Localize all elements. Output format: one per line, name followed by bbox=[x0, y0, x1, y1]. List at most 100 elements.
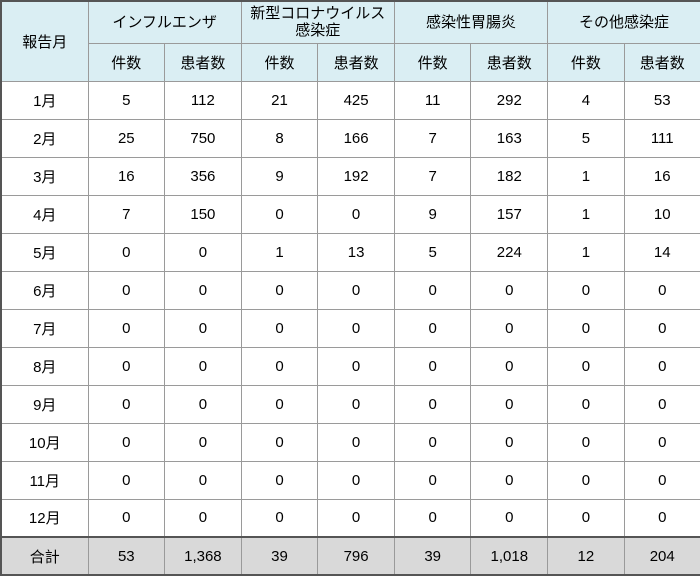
value-cell: 0 bbox=[393, 498, 472, 538]
value-cell: 112 bbox=[164, 80, 242, 120]
value-cell: 0 bbox=[547, 308, 625, 348]
subheader: 件数 bbox=[240, 42, 319, 82]
value-cell: 5 bbox=[547, 118, 625, 158]
value-cell: 0 bbox=[164, 232, 242, 272]
value-cell: 0 bbox=[393, 460, 472, 500]
value-cell: 0 bbox=[623, 384, 700, 424]
value-cell: 53 bbox=[87, 536, 166, 576]
subheader: 患者数 bbox=[623, 42, 700, 82]
value-cell: 0 bbox=[87, 308, 166, 348]
month-cell: 11月 bbox=[0, 460, 89, 500]
value-cell: 356 bbox=[164, 156, 242, 196]
group-header: 新型コロナウイルス 感染症 bbox=[240, 0, 395, 44]
value-cell: 0 bbox=[87, 346, 166, 386]
data-row: 11月 0 0 0 0 0 0 0 0 bbox=[0, 460, 700, 500]
value-cell: 0 bbox=[164, 384, 242, 424]
value-cell: 150 bbox=[164, 194, 242, 234]
value-cell: 192 bbox=[317, 156, 395, 196]
value-cell: 0 bbox=[317, 346, 395, 386]
data-row: 7月 0 0 0 0 0 0 0 0 bbox=[0, 308, 700, 348]
subheader-row: 件数 患者数 件数 患者数 件数 患者数 件数 患者数 bbox=[1, 42, 700, 82]
value-cell: 1 bbox=[547, 156, 625, 196]
data-row: 2月 25 750 8 166 7 163 5 111 bbox=[0, 118, 700, 158]
value-cell: 25 bbox=[87, 118, 166, 158]
value-cell: 292 bbox=[470, 80, 549, 120]
value-cell: 0 bbox=[470, 308, 549, 348]
data-row: 1月 5 112 21 425 11 292 4 53 bbox=[0, 80, 700, 120]
value-cell: 224 bbox=[470, 232, 549, 272]
value-cell: 0 bbox=[623, 422, 700, 462]
value-cell: 7 bbox=[393, 118, 472, 158]
data-row: 10月 0 0 0 0 0 0 0 0 bbox=[0, 422, 700, 462]
value-cell: 1 bbox=[547, 194, 625, 234]
value-cell: 0 bbox=[87, 460, 166, 500]
value-cell: 39 bbox=[393, 536, 472, 576]
value-cell: 0 bbox=[393, 270, 472, 310]
month-cell: 9月 bbox=[0, 384, 89, 424]
value-cell: 157 bbox=[470, 194, 549, 234]
value-cell: 0 bbox=[87, 422, 166, 462]
value-cell: 0 bbox=[164, 460, 242, 500]
value-cell: 0 bbox=[317, 384, 395, 424]
data-row: 12月 0 0 0 0 0 0 0 0 bbox=[0, 498, 700, 538]
month-cell: 10月 bbox=[0, 422, 89, 462]
value-cell: 0 bbox=[87, 232, 166, 272]
data-row: 6月 0 0 0 0 0 0 0 0 bbox=[0, 270, 700, 310]
value-cell: 0 bbox=[547, 422, 625, 462]
subheader: 件数 bbox=[547, 42, 625, 82]
value-cell: 0 bbox=[240, 194, 319, 234]
value-cell: 4 bbox=[547, 80, 625, 120]
value-cell: 0 bbox=[547, 460, 625, 500]
value-cell: 0 bbox=[470, 498, 549, 538]
data-row: 3月 16 356 9 192 7 182 1 16 bbox=[0, 156, 700, 196]
value-cell: 14 bbox=[623, 232, 700, 272]
subheader: 件数 bbox=[393, 42, 472, 82]
header-line: インフルエンザ bbox=[112, 13, 217, 31]
data-row: 9月 0 0 0 0 0 0 0 0 bbox=[0, 384, 700, 424]
month-cell: 5月 bbox=[0, 232, 89, 272]
month-cell: 7月 bbox=[0, 308, 89, 348]
value-cell: 0 bbox=[87, 498, 166, 538]
value-cell: 0 bbox=[623, 498, 700, 538]
value-cell: 0 bbox=[164, 346, 242, 386]
value-cell: 796 bbox=[317, 536, 395, 576]
value-cell: 0 bbox=[240, 422, 319, 462]
value-cell: 12 bbox=[547, 536, 625, 576]
value-cell: 0 bbox=[240, 384, 319, 424]
data-row: 5月 0 0 1 13 5 224 1 14 bbox=[0, 232, 700, 272]
header-line: 感染性胃腸炎 bbox=[425, 13, 516, 31]
value-cell: 0 bbox=[547, 498, 625, 538]
value-cell: 166 bbox=[317, 118, 395, 158]
value-cell: 0 bbox=[317, 460, 395, 500]
value-cell: 0 bbox=[470, 384, 549, 424]
value-cell: 1 bbox=[547, 232, 625, 272]
value-cell: 204 bbox=[623, 536, 700, 576]
value-cell: 0 bbox=[470, 422, 549, 462]
value-cell: 0 bbox=[317, 270, 395, 310]
value-cell: 16 bbox=[87, 156, 166, 196]
value-cell: 0 bbox=[623, 308, 700, 348]
value-cell: 0 bbox=[164, 422, 242, 462]
month-cell: 合計 bbox=[0, 536, 89, 576]
value-cell: 10 bbox=[623, 194, 700, 234]
month-cell: 12月 bbox=[0, 498, 89, 538]
value-cell: 0 bbox=[87, 270, 166, 310]
value-cell: 0 bbox=[470, 460, 549, 500]
subheader: 患者数 bbox=[470, 42, 549, 82]
value-cell: 1,018 bbox=[470, 536, 549, 576]
value-cell: 9 bbox=[240, 156, 319, 196]
group-header: 感染性胃腸炎 bbox=[393, 0, 549, 44]
subheader: 患者数 bbox=[317, 42, 395, 82]
month-cell: 3月 bbox=[0, 156, 89, 196]
month-cell: 1月 bbox=[0, 80, 89, 120]
group-header: その他感染症 bbox=[547, 0, 700, 44]
value-cell: 182 bbox=[470, 156, 549, 196]
value-cell: 0 bbox=[547, 270, 625, 310]
value-cell: 5 bbox=[87, 80, 166, 120]
value-cell: 0 bbox=[240, 346, 319, 386]
month-header: 報告月 bbox=[0, 0, 89, 82]
value-cell: 16 bbox=[623, 156, 700, 196]
value-cell: 0 bbox=[470, 270, 549, 310]
value-cell: 0 bbox=[87, 384, 166, 424]
